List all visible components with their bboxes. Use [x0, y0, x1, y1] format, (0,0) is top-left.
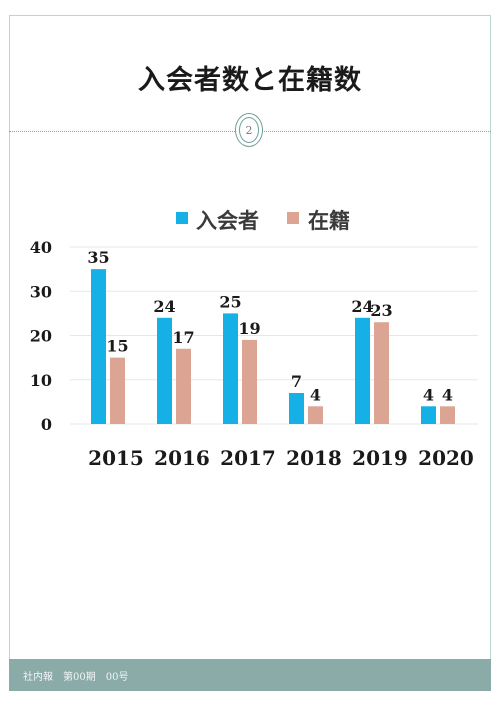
page-number: 2: [239, 117, 259, 143]
data-label: 4: [310, 385, 321, 404]
y-tick-label: 30: [30, 282, 52, 301]
x-tick-label: 2016: [154, 446, 210, 470]
footer-bar: 社内報 第00期 00号: [9, 659, 491, 691]
data-label: 25: [219, 292, 241, 311]
bar-newcomers: [289, 393, 304, 424]
bar-enrolled: [242, 339, 257, 424]
bar-newcomers: [223, 313, 238, 424]
bar-newcomers: [91, 269, 106, 424]
data-label: 15: [106, 337, 128, 356]
y-tick-label: 40: [30, 238, 52, 257]
data-label: 24: [153, 297, 175, 316]
legend-label: 入会者: [196, 209, 259, 233]
data-label: 23: [370, 301, 392, 320]
data-label: 24: [351, 297, 373, 316]
x-tick-label: 2018: [286, 446, 342, 470]
y-tick-label: 20: [30, 327, 52, 346]
bar-enrolled: [374, 322, 389, 424]
bar-enrolled: [176, 348, 191, 424]
legend-label: 在籍: [308, 209, 350, 233]
x-tick-label: 2019: [352, 446, 408, 470]
data-label: 19: [238, 319, 260, 338]
data-label: 35: [87, 248, 109, 267]
page-number-badge: 2: [235, 113, 263, 147]
y-tick-label: 10: [30, 371, 52, 390]
bar-newcomers: [157, 317, 172, 424]
y-tick-label: 0: [41, 415, 52, 434]
page-title: 入会者数と在籍数: [138, 65, 362, 96]
legend-swatch: [287, 212, 299, 224]
data-label: 17: [172, 328, 194, 347]
bar-enrolled: [110, 357, 125, 424]
bar-newcomers: [421, 406, 436, 424]
bar-enrolled: [440, 406, 455, 424]
legend-swatch: [176, 212, 188, 224]
x-tick-label: 2015: [88, 446, 144, 470]
x-tick-label: 2017: [220, 446, 276, 470]
footer-text: 社内報 第00期 00号: [23, 672, 129, 683]
bar-newcomers: [355, 317, 370, 424]
data-label: 4: [423, 385, 434, 404]
data-label: 7: [291, 372, 302, 391]
x-tick-label: 2020: [418, 446, 474, 470]
bar-enrolled: [308, 406, 323, 424]
data-label: 4: [442, 385, 453, 404]
